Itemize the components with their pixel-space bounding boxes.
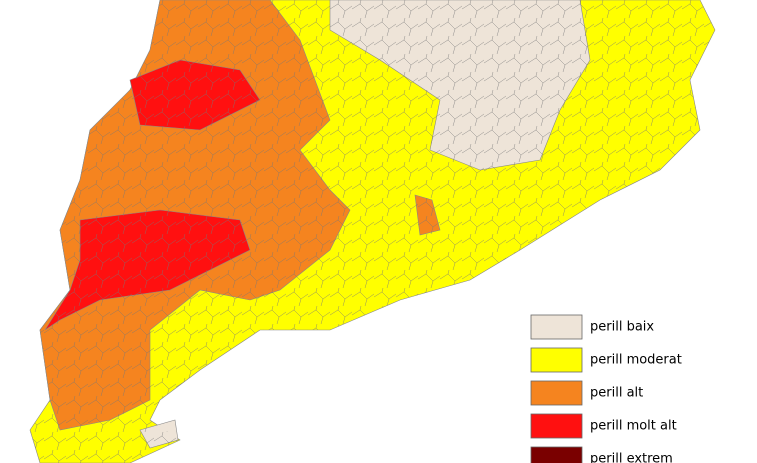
legend-label: perill baix (590, 320, 654, 335)
legend-label: perill molt alt (590, 419, 677, 434)
legend-swatch (530, 314, 583, 340)
legend-swatch (530, 446, 583, 463)
legend-swatch (530, 413, 583, 439)
legend-swatch (530, 347, 583, 373)
legend-label: perill moderat (590, 353, 682, 368)
legend-label: perill extrem (590, 452, 673, 463)
legend-label: perill alt (590, 386, 643, 401)
legend-swatch (530, 380, 583, 406)
legend: perill baix perill moderat perill alt peril… (530, 314, 682, 463)
